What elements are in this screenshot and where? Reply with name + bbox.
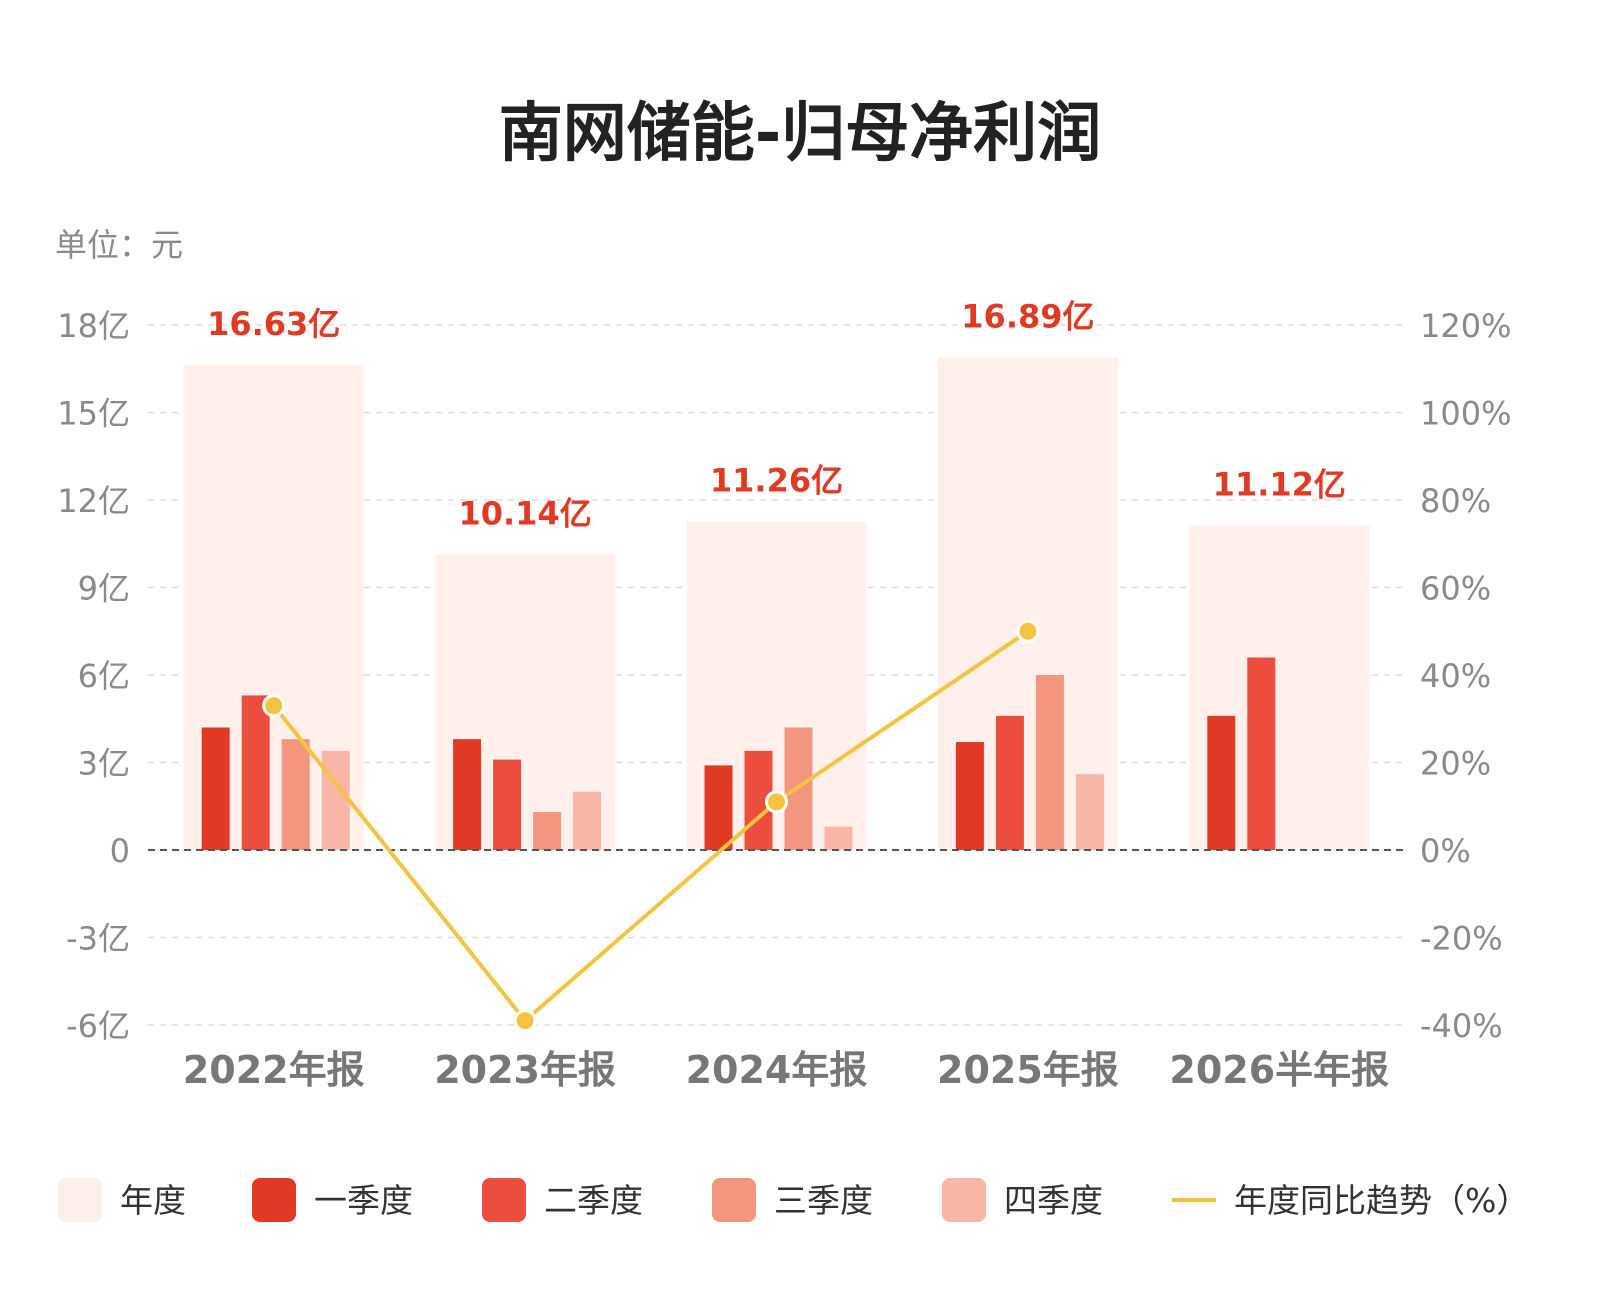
left-tick-label: 6亿: [78, 657, 130, 695]
right-tick-label: 100%: [1420, 395, 1511, 433]
annual-total-label: 11.12亿: [1213, 466, 1346, 504]
trend-point: [262, 694, 286, 718]
quarter-bar: [241, 695, 270, 850]
annual-total-label: 16.63亿: [207, 305, 340, 343]
legend-swatch: [58, 1178, 102, 1222]
quarter-bar: [1075, 774, 1104, 850]
left-axis-ticks: 18亿 15亿 12亿 9亿 6亿 3亿 0 -3亿 -6亿: [57, 307, 130, 1045]
right-tick-label: 80%: [1420, 482, 1491, 520]
quarter-bar: [533, 812, 562, 850]
legend: 年度 一季度 二季度 三季度 四季度 年度同比趋势（%）: [58, 1178, 1529, 1222]
legend-label: 四季度: [1004, 1181, 1103, 1220]
legend-label: 三季度: [774, 1181, 873, 1220]
category-label: 2022年报: [183, 1048, 365, 1092]
right-tick-label: 120%: [1420, 307, 1511, 345]
legend-swatch: [252, 1178, 296, 1222]
quarter-bar: [704, 765, 733, 850]
right-tick-label: -40%: [1420, 1007, 1503, 1045]
trend-line-group: [262, 619, 1040, 1033]
legend-label: 年度: [120, 1181, 186, 1220]
quarter-bar: [1035, 675, 1064, 850]
right-axis-ticks: 120% 100% 80% 60% 40% 20% 0% -20% -40%: [1420, 307, 1511, 1045]
annual-total-label: 11.26亿: [710, 462, 843, 500]
category-labels: 2022年报 2023年报 2024年报 2025年报 2026半年报: [183, 1048, 1389, 1092]
left-tick-label: 18亿: [57, 307, 130, 345]
annual-total-labels: 16.63亿 10.14亿 11.26亿 16.89亿 11.12亿: [207, 297, 1346, 532]
left-tick-label: 9亿: [78, 570, 130, 608]
left-tick-label: 12亿: [57, 482, 130, 520]
legend-label: 二季度: [544, 1181, 643, 1220]
trend-line: [272, 629, 1030, 1024]
annual-bars: [183, 357, 1370, 850]
left-tick-label: -3亿: [66, 920, 130, 958]
right-tick-label: 40%: [1420, 657, 1491, 695]
trend-point: [513, 1009, 537, 1033]
legend-label: 年度同比趋势（%）: [1234, 1181, 1529, 1220]
left-tick-label: 0: [110, 832, 130, 870]
trend-point: [1016, 619, 1040, 643]
category-label: 2026半年报: [1169, 1048, 1389, 1092]
right-tick-label: 60%: [1420, 570, 1491, 608]
legend-swatch: [942, 1178, 986, 1222]
legend-label: 一季度: [314, 1181, 413, 1220]
quarter-bar: [1207, 715, 1236, 850]
unit-label: 单位：元: [55, 226, 183, 264]
trend-point: [765, 790, 788, 814]
annual-total-label: 16.89亿: [961, 297, 1094, 335]
left-tick-label: 15亿: [57, 395, 130, 433]
annual-total-label: 10.14亿: [458, 494, 591, 532]
category-label: 2023年报: [434, 1048, 616, 1092]
right-tick-label: 20%: [1420, 745, 1491, 783]
quarter-bar: [824, 826, 853, 850]
quarter-bar: [995, 715, 1024, 850]
left-tick-label: 3亿: [78, 745, 130, 783]
chart-title: 南网储能-归母净利润: [499, 97, 1102, 171]
quarter-bar: [453, 739, 482, 850]
quarter-bar: [1247, 657, 1276, 850]
quarter-bar: [201, 727, 230, 850]
category-label: 2025年报: [937, 1048, 1119, 1092]
quarter-bar: [321, 750, 350, 850]
quarter-bar: [573, 791, 602, 850]
right-tick-label: -20%: [1420, 920, 1503, 958]
right-tick-label: 0%: [1420, 832, 1471, 870]
quarter-bar: [493, 759, 522, 850]
quarter-bar: [281, 739, 310, 850]
left-tick-label: -6亿: [66, 1007, 130, 1045]
legend-swatch: [712, 1178, 756, 1222]
legend-swatch: [482, 1178, 526, 1222]
category-label: 2024年报: [686, 1048, 868, 1092]
quarter-bars: [201, 657, 1276, 850]
quarter-bar: [955, 742, 984, 850]
